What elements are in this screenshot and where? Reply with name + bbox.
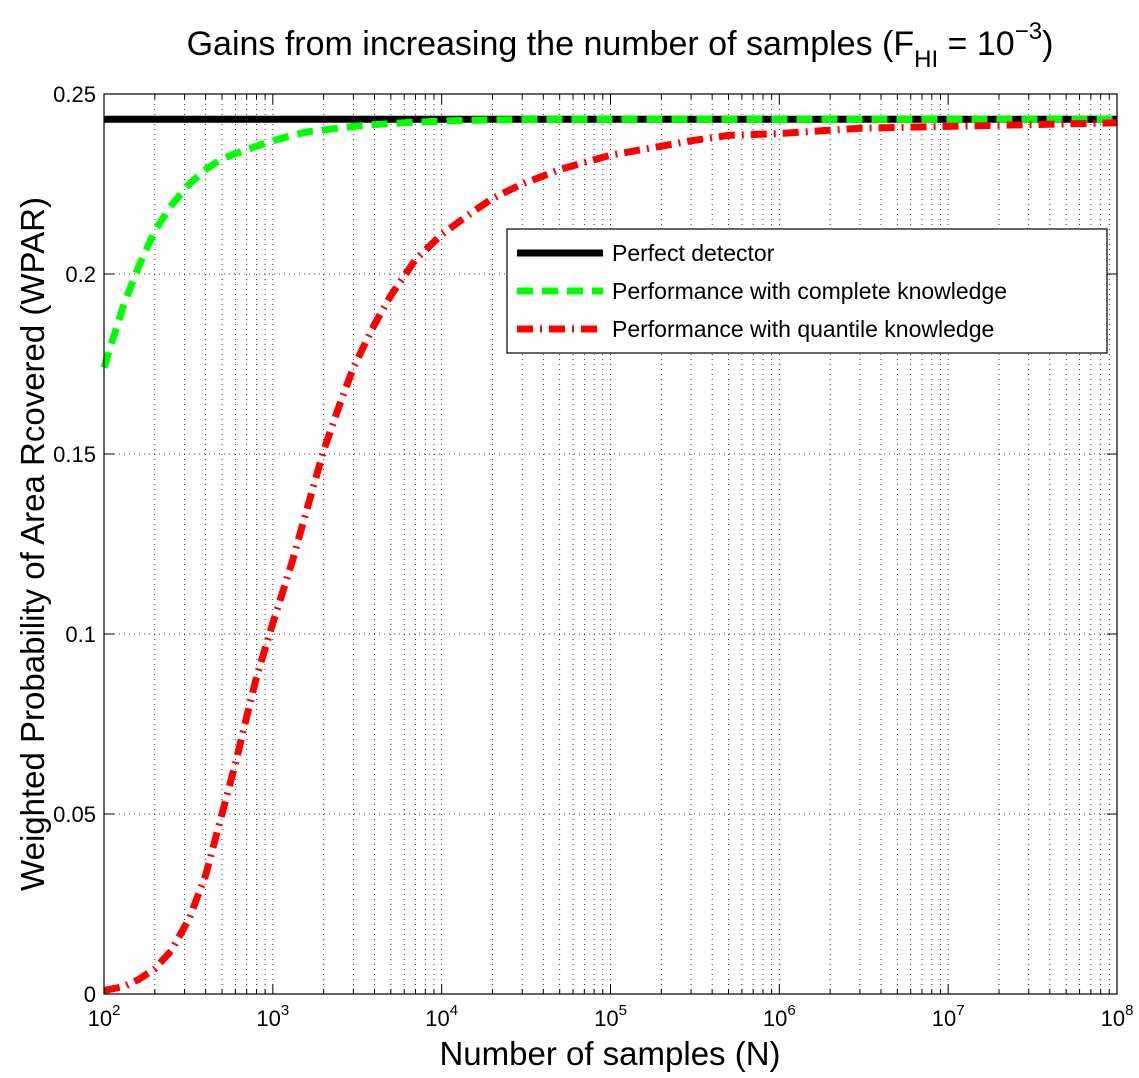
y-axis-label: Weighted Probability of Area Rcovered (W…: [14, 197, 51, 891]
legend-label-3: Performance with quantile knowledge: [612, 316, 994, 342]
chart-title-subscript: HI: [914, 46, 938, 73]
legend: Perfect detector Performance with complet…: [507, 229, 1107, 353]
y-tick-label: 0.25: [53, 82, 96, 107]
y-tick-label: 0.15: [53, 442, 96, 467]
y-tick-label: 0: [84, 982, 96, 1007]
y-tick-label: 0.2: [65, 262, 96, 287]
legend-label-1: Perfect detector: [612, 240, 775, 266]
chart-title-close: ): [1042, 25, 1053, 63]
y-tick-label: 0.05: [53, 802, 96, 827]
y-tick-label: 0.1: [65, 622, 96, 647]
legend-label-2: Performance with complete knowledge: [612, 278, 1007, 304]
chart-title-superscript: −3: [1015, 18, 1042, 45]
chart-title-middle: = 10: [938, 25, 1015, 63]
x-axis-label: Number of samples (N): [439, 1035, 780, 1072]
